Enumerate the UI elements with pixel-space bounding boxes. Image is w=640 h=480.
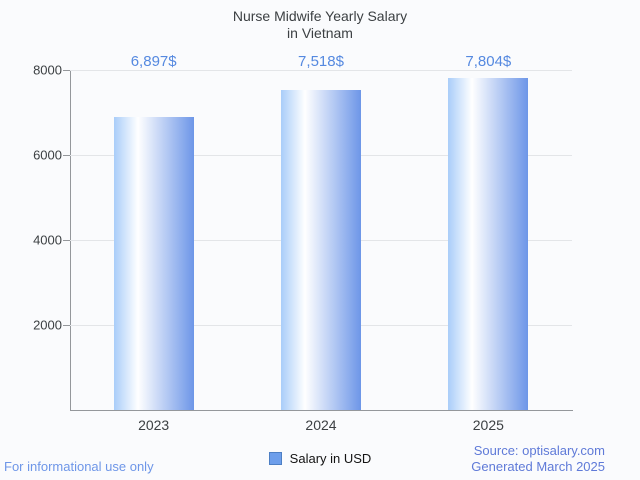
source-text[interactable]: Source: optisalary.com	[473, 443, 605, 458]
gridline	[70, 70, 572, 71]
legend: Salary in USD	[0, 451, 640, 466]
y-axis-tick	[63, 240, 70, 241]
chart-title-line2: in Vietnam	[287, 25, 353, 41]
chart-title: Nurse Midwife Yearly Salary in Vietnam	[0, 8, 640, 42]
source-attribution: Source: optisalary.com Generated March 2…	[471, 443, 605, 475]
bar	[448, 78, 529, 410]
legend-swatch-icon	[268, 452, 282, 465]
x-axis-line	[70, 410, 573, 411]
chart-title-line1: Nurse Midwife Yearly Salary	[232, 8, 408, 24]
x-tick-label: 2023	[138, 417, 170, 433]
disclaimer-text: For informational use only	[4, 459, 154, 474]
y-tick-label: 6000	[33, 147, 62, 163]
bar	[113, 116, 194, 410]
bar-value-label: 6,897$	[130, 53, 177, 70]
bar-value-label: 7,518$	[298, 53, 344, 70]
generated-date-text: Generated March 2025	[471, 459, 605, 474]
x-tick-label: 2024	[305, 417, 337, 433]
y-axis-tick	[63, 70, 70, 71]
x-tick-label: 2025	[472, 417, 504, 433]
bar	[281, 90, 361, 410]
bar-value-label: 7,804$	[465, 53, 512, 70]
y-axis-tick	[63, 325, 70, 326]
y-tick-label: 4000	[33, 232, 62, 248]
legend-label: Salary in USD	[289, 451, 372, 466]
y-tick-label: 2000	[33, 317, 62, 333]
y-tick-label: 8000	[33, 62, 62, 78]
y-axis-tick	[63, 155, 70, 156]
